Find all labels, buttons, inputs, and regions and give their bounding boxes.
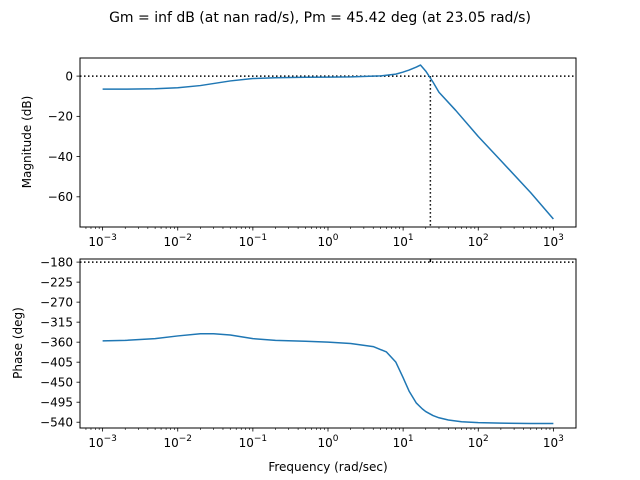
magnitude-plot: 10−3 10−2 10−1 100 101 102 103 −60 −40 −20 0 Magn… xyxy=(20,57,577,249)
mag-y-tick-label: 0 xyxy=(65,69,73,83)
phase-x-axis-label: Frequency (rad/sec) xyxy=(268,460,387,474)
ph-y-tick-label: −180 xyxy=(40,255,73,269)
ph-y-tick-label: −225 xyxy=(40,275,73,289)
ph-x-tick-label: 103 xyxy=(543,434,564,450)
mag-x-tick-label: 10−3 xyxy=(88,233,117,249)
mag-x-tick-label: 10−2 xyxy=(163,233,192,249)
magnitude-x-ticks: 10−3 10−2 10−1 100 101 102 103 xyxy=(85,227,564,249)
magnitude-reference-lines xyxy=(80,75,576,227)
phase-y-axis-label: Phase (deg) xyxy=(11,307,25,379)
phase-y-ticks: −180 −225 −270 −315 −360 −405 −450 −495 −540 xyxy=(40,255,80,430)
magnitude-y-axis-label: Magnitude (dB) xyxy=(20,96,34,189)
phase-x-ticks: 10−3 10−2 10−1 100 101 102 103 xyxy=(85,428,564,450)
ph-x-tick-label: 101 xyxy=(393,434,414,450)
mag-y-tick-label: −60 xyxy=(48,190,73,204)
ph-x-tick-label: 102 xyxy=(468,434,489,450)
ph-y-tick-label: −450 xyxy=(40,375,73,389)
ph-x-tick-label: 10−1 xyxy=(239,434,268,450)
ph-y-tick-label: −315 xyxy=(40,315,73,329)
ph-y-tick-label: −360 xyxy=(40,335,73,349)
mag-x-tick-label: 101 xyxy=(393,233,414,249)
phase-axes-frame xyxy=(79,258,577,429)
ph-y-tick-label: −405 xyxy=(40,355,73,369)
mag-x-tick-label: 100 xyxy=(317,233,338,249)
phase-reference-lines xyxy=(80,259,576,263)
ph-y-tick-label: −270 xyxy=(40,295,73,309)
mag-y-tick-label: −40 xyxy=(48,150,73,164)
magnitude-axes-frame xyxy=(79,57,577,228)
magnitude-series-line xyxy=(102,64,554,220)
mag-x-tick-label: 10−1 xyxy=(239,233,268,249)
ph-x-tick-label: 100 xyxy=(317,434,338,450)
ph-y-tick-label: −495 xyxy=(40,396,73,410)
figure-title: Gm = inf dB (at nan rad/s), Pm = 45.42 d… xyxy=(109,10,531,26)
mag-x-tick-label: 102 xyxy=(468,233,489,249)
ph-x-tick-label: 10−3 xyxy=(88,434,117,450)
ph-x-tick-label: 10−2 xyxy=(163,434,192,450)
phase-series-line xyxy=(102,332,554,425)
ph-y-tick-label: −540 xyxy=(40,416,73,430)
magnitude-y-ticks: −60 −40 −20 0 xyxy=(48,69,80,204)
phase-plot: 10−3 10−2 10−1 100 101 102 103 −180 −225 −270 −31… xyxy=(11,255,577,474)
mag-x-tick-label: 103 xyxy=(543,233,564,249)
mag-y-tick-label: −20 xyxy=(48,110,73,124)
